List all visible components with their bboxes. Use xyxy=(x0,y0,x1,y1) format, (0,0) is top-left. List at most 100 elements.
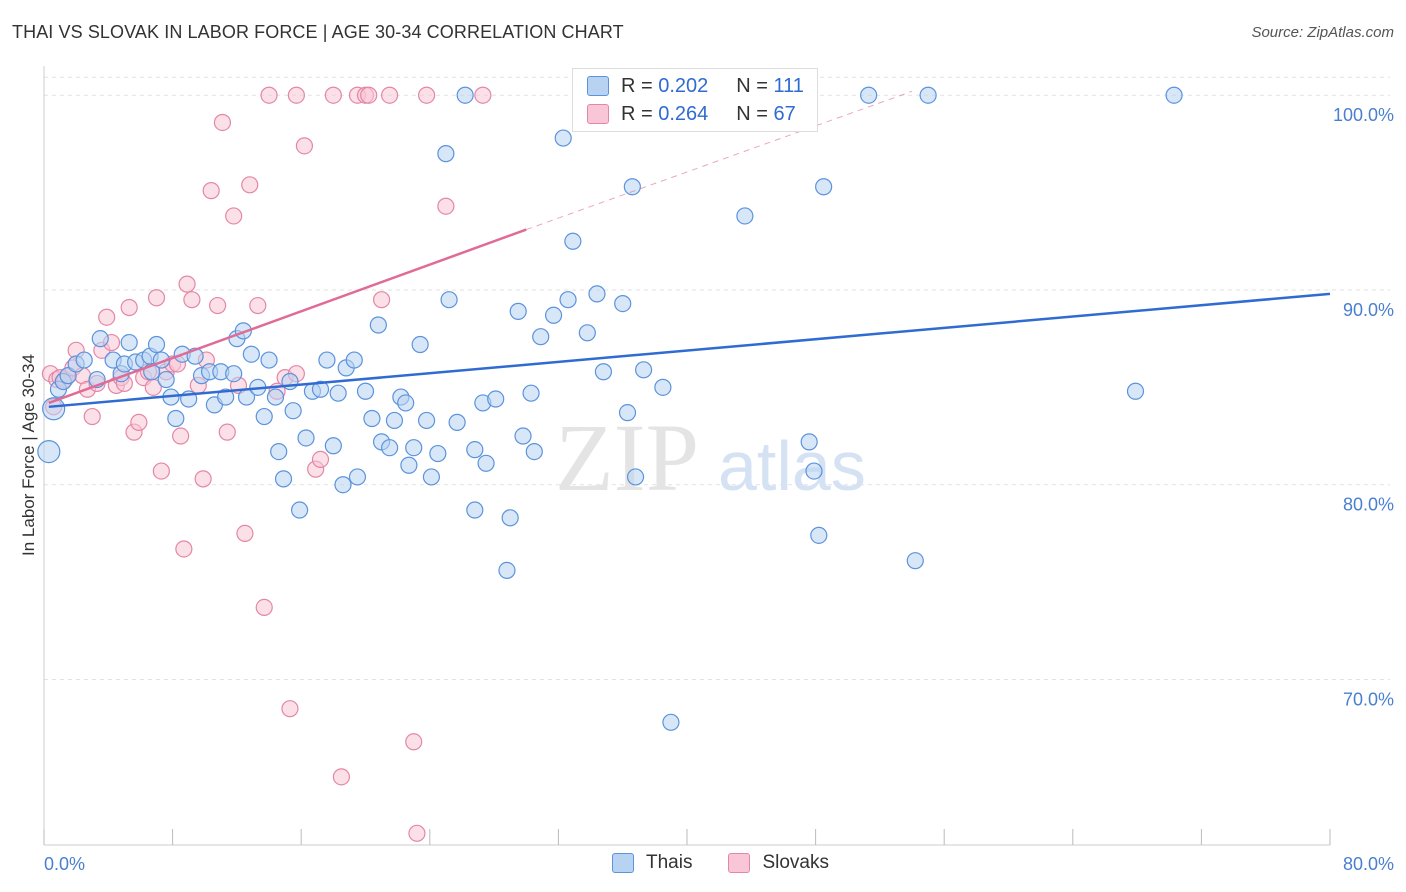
series-legend: Thais Slovaks xyxy=(612,852,865,874)
thais-n-value: 111 xyxy=(773,74,804,97)
thais-point xyxy=(37,440,61,464)
thais-point xyxy=(381,439,399,457)
thais-point xyxy=(564,232,582,250)
thais-point xyxy=(860,86,878,104)
thais-point xyxy=(260,351,278,369)
slovaks-r-value: 0.264 xyxy=(658,102,709,125)
thais-point xyxy=(297,429,315,447)
thais-point xyxy=(1126,382,1145,400)
thais-point xyxy=(397,394,415,412)
slovaks-point xyxy=(209,296,227,315)
thais-point xyxy=(634,361,653,379)
slovaks-points xyxy=(41,86,492,842)
thais-point xyxy=(429,444,447,463)
slovaks-point xyxy=(152,462,170,480)
thais-point xyxy=(42,397,66,421)
slovaks-point xyxy=(408,824,426,842)
thais-point xyxy=(525,443,543,461)
slovaks-point xyxy=(178,275,196,293)
thais-point xyxy=(736,207,754,225)
slovaks-point xyxy=(236,524,254,543)
thais-point xyxy=(385,411,404,430)
watermark-zip: ZIP xyxy=(555,404,699,511)
slovaks-point xyxy=(183,291,201,309)
x-tick-label: 0.0% xyxy=(44,854,85,874)
thais-point xyxy=(532,328,550,346)
thais-point xyxy=(369,316,387,334)
thais-point xyxy=(348,468,367,486)
thais-point xyxy=(157,370,175,389)
watermark: ZIP atlas xyxy=(555,404,866,511)
slovaks-r-label: R = xyxy=(621,102,659,125)
slovaks-legend-swatch xyxy=(728,853,751,873)
thais-point xyxy=(1165,86,1183,104)
slovaks-n-label: N = xyxy=(736,102,774,125)
thais-legend-swatch xyxy=(612,853,634,873)
slovaks-point xyxy=(83,407,101,426)
slovaks-point xyxy=(437,197,455,215)
thais-trend-line xyxy=(48,292,1331,409)
thais-point xyxy=(437,145,455,163)
slovaks-point xyxy=(241,176,259,194)
thais-point xyxy=(654,378,672,396)
thais-point xyxy=(509,302,527,320)
slovaks-point xyxy=(213,113,232,132)
thais-point xyxy=(662,713,680,731)
thais-r-value: 0.202 xyxy=(658,74,709,97)
thais-point xyxy=(800,433,818,451)
slovaks-point xyxy=(474,86,492,104)
slovaks-point xyxy=(372,291,391,309)
thais-point xyxy=(318,351,336,369)
thais-point xyxy=(59,367,77,385)
thais-point xyxy=(919,86,937,104)
stats-legend: R = 0.202 N = 111 R = 0.264 N = 67 xyxy=(572,68,818,132)
thais-point xyxy=(559,291,577,309)
thais-point xyxy=(405,439,423,457)
thais-point xyxy=(255,407,273,426)
thais-point xyxy=(522,384,540,402)
thais-point xyxy=(594,363,613,381)
thais-point xyxy=(422,468,441,486)
thais-point xyxy=(290,501,309,519)
thais-point xyxy=(274,470,293,488)
source-credit: Source: ZipAtlas.com xyxy=(1251,24,1394,41)
legend-item-thais[interactable]: Thais xyxy=(612,852,692,874)
thais-point xyxy=(614,294,632,313)
slovaks-point xyxy=(120,298,138,317)
slovaks-point xyxy=(194,470,212,488)
y-tick-label: 80.0% xyxy=(1343,495,1394,515)
thais-point xyxy=(266,388,285,406)
x-tick-label: 80.0% xyxy=(1343,854,1394,874)
thais-n-label: N = xyxy=(736,74,774,97)
thais-point xyxy=(167,409,185,428)
thais-point xyxy=(311,380,330,398)
thais-point xyxy=(626,468,645,486)
thais-point xyxy=(270,443,288,461)
slovaks-swatch xyxy=(587,104,609,124)
watermark-atlas: atlas xyxy=(718,427,866,505)
slovaks-point xyxy=(360,86,378,104)
slovaks-point xyxy=(405,733,423,751)
legend-item-slovaks[interactable]: Slovaks xyxy=(728,852,829,874)
thais-point xyxy=(400,456,418,474)
thais-point xyxy=(345,351,363,369)
thais-point xyxy=(501,509,519,527)
slovaks-point xyxy=(175,540,193,558)
thais-point xyxy=(810,526,828,544)
thais-point xyxy=(578,324,596,342)
y-axis-title: In Labor Force | Age 30-34 xyxy=(19,354,38,556)
slovaks-point xyxy=(260,86,278,104)
thais-point xyxy=(906,552,924,570)
thais-point xyxy=(618,404,637,422)
legend-row-slovaks: R = 0.264 N = 67 xyxy=(587,101,796,127)
thais-point xyxy=(487,390,505,408)
thais-legend-label: Thais xyxy=(646,852,693,873)
slovaks-point xyxy=(98,308,116,326)
thais-point xyxy=(466,441,484,459)
y-tick-label: 70.0% xyxy=(1343,689,1394,709)
trend-lines xyxy=(48,90,1331,409)
thais-point xyxy=(498,561,516,580)
thais-point xyxy=(120,333,138,352)
thais-point xyxy=(544,306,563,324)
